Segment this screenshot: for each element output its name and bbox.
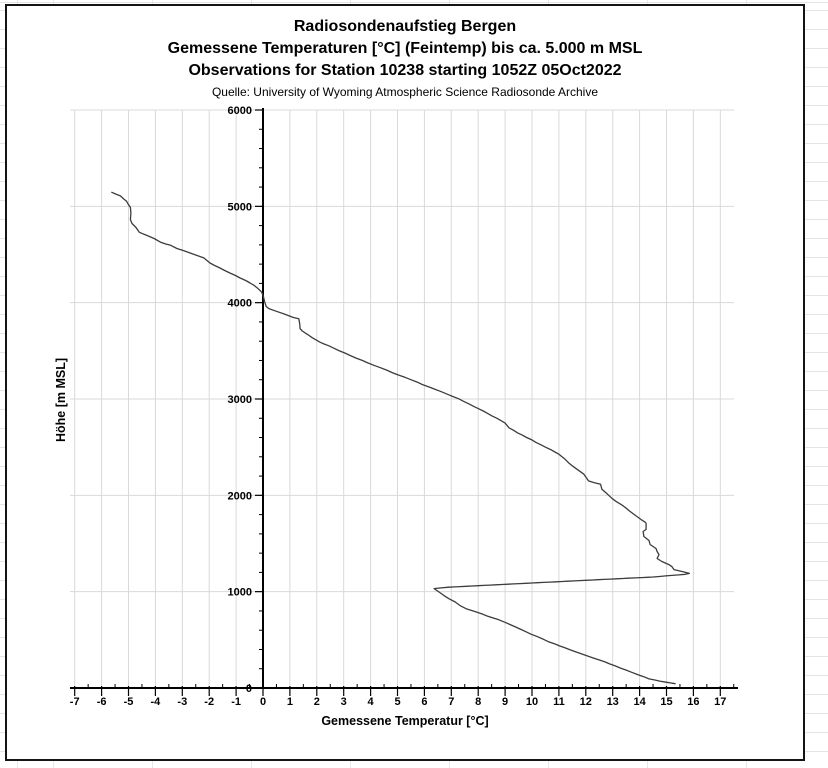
- svg-text:-4: -4: [151, 696, 162, 708]
- svg-text:8: 8: [475, 696, 481, 708]
- svg-text:-2: -2: [204, 696, 214, 708]
- temperature-profile-plot: -7 -6 -5 -4 -3 -2 -1 0 1 2 3 4 5 6 7 8 9 10 11 12 13 14 15 16 17…: [70, 105, 738, 708]
- chart-frame: Radiosondenaufstieg Bergen Gemessene Tem…: [5, 4, 805, 761]
- svg-text:3: 3: [341, 696, 347, 708]
- svg-text:2: 2: [314, 696, 320, 708]
- chart-source-line: Quelle: University of Wyoming Atmospheri…: [211, 85, 599, 99]
- svg-text:12: 12: [580, 696, 592, 708]
- svg-text:10: 10: [526, 696, 538, 708]
- svg-text:1000: 1000: [228, 587, 252, 599]
- svg-text:6000: 6000: [228, 105, 252, 117]
- svg-text:9: 9: [502, 696, 508, 708]
- svg-text:14: 14: [633, 696, 646, 708]
- x-axis-title: Gemessene Temperatur [°C]: [321, 714, 489, 728]
- y-axis-tick-labels: 0 1000 2000 3000 4000 5000 6000: [228, 105, 252, 695]
- chart-observation-line: Observations for Station 10238 starting …: [188, 62, 622, 79]
- plot-gridlines: [70, 109, 734, 688]
- svg-text:11: 11: [553, 696, 565, 708]
- x-axis-tick-labels: -7 -6 -5 -4 -3 -2 -1 0 1 2 3 4 5 6 7 8 9 10 11 12 13 14 15 16 17: [70, 696, 727, 708]
- svg-text:13: 13: [607, 696, 619, 708]
- svg-text:6: 6: [421, 696, 427, 708]
- svg-text:1: 1: [287, 696, 293, 708]
- svg-text:4000: 4000: [228, 298, 252, 310]
- svg-text:3000: 3000: [228, 394, 252, 406]
- temperature-curve: [111, 191, 691, 685]
- svg-text:-3: -3: [177, 696, 187, 708]
- svg-text:0: 0: [260, 696, 266, 708]
- svg-text:-1: -1: [231, 696, 241, 708]
- svg-text:-6: -6: [97, 696, 107, 708]
- svg-text:-5: -5: [124, 696, 134, 708]
- svg-text:7: 7: [448, 696, 454, 708]
- svg-text:16: 16: [687, 696, 699, 708]
- chart-title: Radiosondenaufstieg Bergen: [293, 18, 517, 35]
- y-axis-ticks: [255, 109, 263, 689]
- chart-title-block: Radiosondenaufstieg Bergen Gemessene Tem…: [7, 16, 803, 101]
- svg-text:0: 0: [246, 683, 252, 695]
- svg-text:15: 15: [660, 696, 672, 708]
- svg-text:-7: -7: [70, 696, 80, 708]
- svg-text:2000: 2000: [228, 490, 252, 502]
- svg-text:4: 4: [368, 696, 375, 708]
- chart-subtitle: Gemessene Temperaturen [°C] (Feintemp) b…: [167, 40, 643, 57]
- svg-text:5000: 5000: [228, 201, 252, 213]
- svg-text:5: 5: [394, 696, 400, 708]
- svg-text:17: 17: [714, 696, 726, 708]
- x-axis-ticks: [74, 684, 735, 696]
